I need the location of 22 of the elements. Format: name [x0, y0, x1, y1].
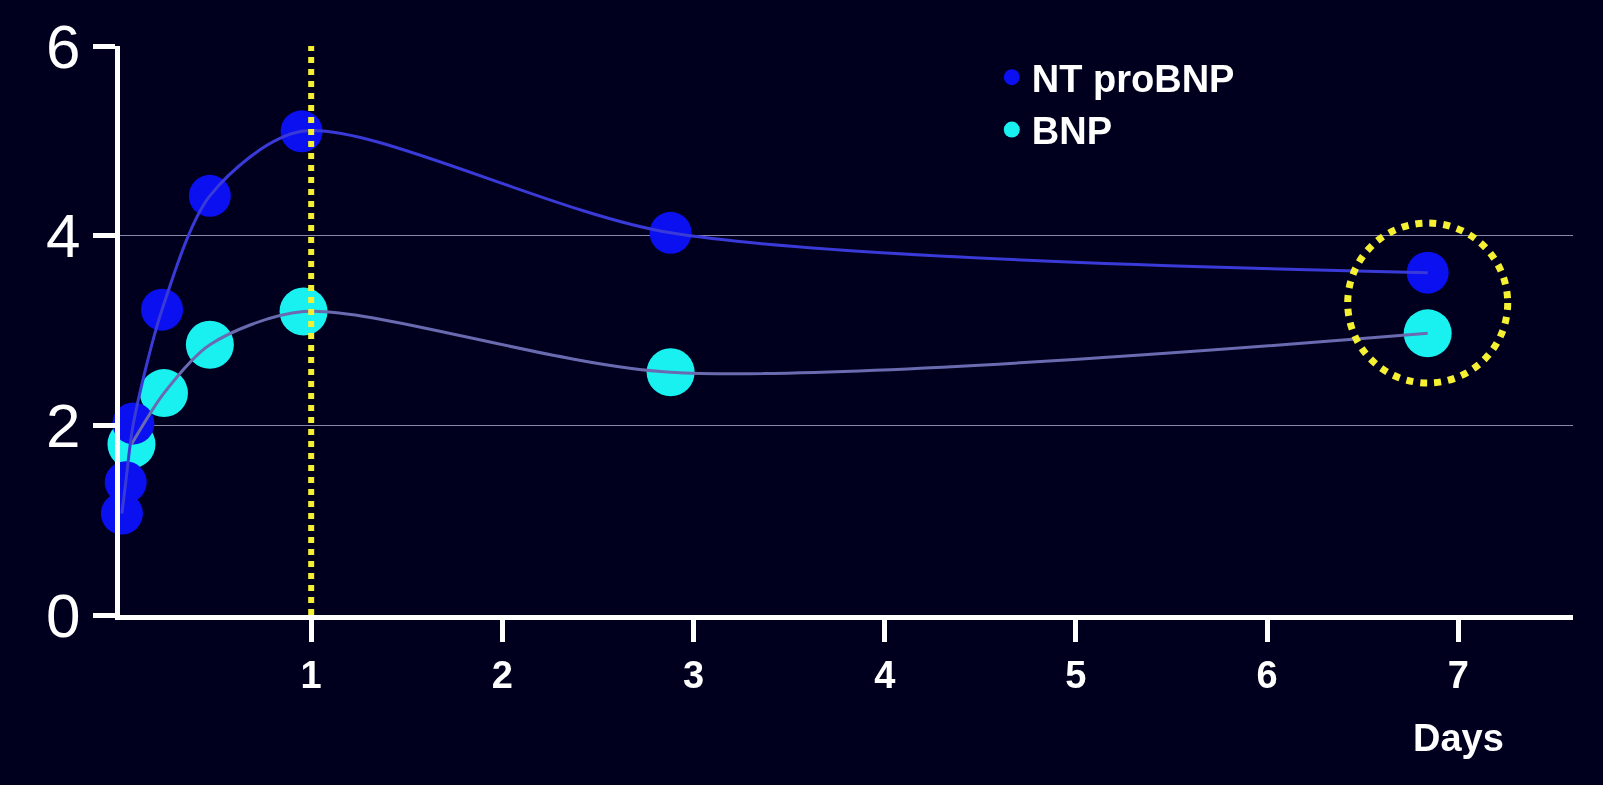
point [649, 211, 692, 254]
line-series [129, 309, 1430, 446]
x-axis-title: Days [1413, 717, 1504, 759]
point [188, 174, 231, 217]
y-tick-label: 2 [46, 391, 81, 461]
y-tick-label: 6 [46, 11, 81, 81]
point [141, 288, 184, 331]
x-tick-label: 3 [682, 653, 705, 696]
x-tick-label: 6 [1256, 653, 1278, 696]
point [1406, 251, 1449, 294]
point [646, 348, 695, 397]
legend-label: BNP [1031, 110, 1113, 153]
x-tick-label: 4 [874, 653, 896, 696]
x-tick-label: 1 [300, 653, 322, 696]
point [1403, 309, 1452, 358]
y-tick-label: 0 [46, 580, 81, 650]
y-tick-label: 4 [46, 201, 81, 271]
x-tick-label: 2 [491, 653, 513, 696]
x-tick-label: 7 [1447, 653, 1469, 696]
x-tick-label: 5 [1065, 653, 1087, 696]
legend-label: NT proBNP [1031, 58, 1235, 101]
point [185, 320, 234, 369]
